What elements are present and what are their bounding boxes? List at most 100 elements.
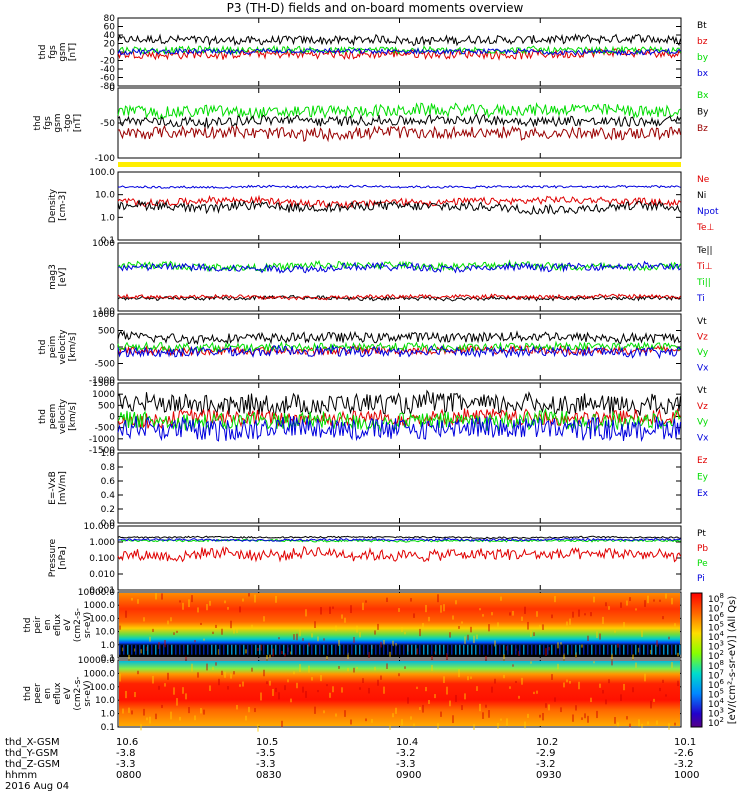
heatmap-cell-peer <box>674 722 676 726</box>
ylabel-peir-0: thd <box>23 618 33 633</box>
ytick-label-peem-0: 1500 <box>92 379 115 389</box>
heatmap-cell-peer <box>218 678 220 686</box>
heatmap-lowband-peir <box>603 644 605 655</box>
heatmap-lowband-peir <box>351 644 353 655</box>
legend-fgs2-1: By <box>697 108 709 118</box>
heatmap-lowband-peir <box>427 644 429 655</box>
heatmap-cell-peir <box>581 644 583 648</box>
heatmap-cell-peir <box>554 596 556 603</box>
x-val-1-4: -2.6 <box>674 748 694 759</box>
heatmap-lowband-peir <box>331 644 333 655</box>
legend-pressure-3: Pi <box>697 574 705 584</box>
heatmap-cell-peer <box>296 682 298 689</box>
heatmap-lowband-peir <box>451 644 453 655</box>
heatmap-cell-peir <box>236 628 238 634</box>
heatmap-cell-peir <box>296 633 298 641</box>
heatmap-cell-peer <box>404 666 406 669</box>
heatmap-cell-peir <box>203 638 205 641</box>
heatmap-cell-peir <box>641 630 643 637</box>
heatmap-cell-peir <box>569 618 571 625</box>
heatmap-lowband-peir <box>275 644 277 655</box>
heatmap-lowband-peir <box>311 644 313 655</box>
heatmap-lowband-peir <box>359 644 361 655</box>
ytick-label-fgs-3: 20 <box>104 40 116 50</box>
heatmap-cell-peir <box>380 641 382 648</box>
heatmap-cell-peir <box>308 642 310 647</box>
heatmap-cell-peer <box>131 710 133 715</box>
heatmap-lowband-peir <box>527 644 529 655</box>
heatmap-cell-peir <box>479 608 481 611</box>
heatmap-lowband-peir <box>643 644 645 655</box>
heatmap-cell-peir <box>338 639 340 647</box>
heatmap-cell-peer <box>197 672 199 678</box>
heatmap-cell-peir <box>587 635 589 642</box>
legend-efield-0: Ez <box>697 456 708 466</box>
heatmap-lowband-peir <box>595 644 597 655</box>
heatmap-cell-peer <box>521 677 523 685</box>
heatmap-cell-peir <box>179 600 181 603</box>
heatmap-cell-peer <box>326 684 328 687</box>
heatmap-cell-peir <box>143 617 145 622</box>
heatmap-cell-peer <box>647 721 649 725</box>
heatmap-cell-peir <box>215 624 217 629</box>
heatmap-cell-peir <box>257 647 259 652</box>
heatmap-cell-peir <box>404 631 406 635</box>
heatmap-cell-peir <box>626 600 628 606</box>
heatmap-cell-peir <box>653 599 655 602</box>
heatmap-cell-peir <box>152 628 154 632</box>
heatmap-cell-peir <box>674 623 676 627</box>
legend-peem-3: Vx <box>697 433 709 443</box>
heatmap-cell-peir <box>245 649 247 654</box>
heatmap-cell-peer <box>350 719 352 725</box>
heatmap-cell-peer <box>314 706 316 714</box>
heatmap-cell-peer <box>638 719 640 727</box>
panel-frame-efield <box>117 452 682 524</box>
ylabel-density-0: Density <box>48 188 58 223</box>
heatmap-cell-peir <box>176 630 178 633</box>
heatmap-cell-peir <box>353 636 355 643</box>
heatmap-cell-peer <box>656 720 658 725</box>
heatmap-lowband-peir <box>471 644 473 655</box>
ylabel-peer-5: (cm2-s- <box>73 676 83 710</box>
heatmap-lowband-peir <box>563 644 565 655</box>
heatmap-cell-peir <box>170 617 172 622</box>
heatmap-cell-peer <box>596 710 598 719</box>
heatmap-cell-peer <box>518 695 520 699</box>
heatmap-lowband-peir <box>611 644 613 655</box>
heatmap-cell-peir <box>347 652 349 659</box>
heatmap-cell-peer <box>434 694 436 699</box>
heatmap-cell-peir <box>356 625 358 633</box>
heatmap-lowband-peir <box>207 644 209 655</box>
series-temp-2 <box>117 259 681 273</box>
heatmap-cell-peir <box>275 595 277 603</box>
heatmap-cell-peir <box>416 648 418 655</box>
heatmap-cell-peir <box>386 597 388 602</box>
heatmap-cell-peer <box>641 723 643 728</box>
ylabel-density-1: [cm-3] <box>58 191 68 221</box>
heatmap-cell-peer <box>284 685 286 691</box>
heatmap-cell-peer <box>425 686 427 692</box>
heatmap-cell-peer <box>209 685 211 691</box>
heatmap-cell-peir <box>341 614 343 619</box>
heatmap-cell-peir <box>599 633 601 640</box>
heatmap-cell-peer <box>146 717 148 721</box>
heatmap-cell-peir <box>542 624 544 630</box>
heatmap-cell-peer <box>293 671 295 675</box>
ylabel-peir-5: (cm2-s- <box>73 608 83 642</box>
heatmap-cell-peer <box>452 715 454 724</box>
heatmap-lowband-peir <box>431 644 433 655</box>
ylabel-pressure-1: [nPa] <box>58 546 68 569</box>
ylabel-efield-0: E=-VxB <box>48 471 58 505</box>
heatmap-cell-peer <box>590 697 592 703</box>
heatmap-lowband-peir <box>291 644 293 655</box>
heatmap-cell-peer <box>509 686 511 689</box>
heatmap-cell-peir <box>419 628 421 637</box>
heatmap-cell-peir <box>446 652 448 660</box>
heatmap-lowband-peir <box>487 644 489 655</box>
series-peem-0 <box>117 389 681 417</box>
heatmap-cell-peir <box>263 616 265 622</box>
heatmap-cell-peer <box>491 686 493 693</box>
heatmap-cell-peir <box>221 628 223 635</box>
heatmap-lowband-peir <box>375 644 377 655</box>
